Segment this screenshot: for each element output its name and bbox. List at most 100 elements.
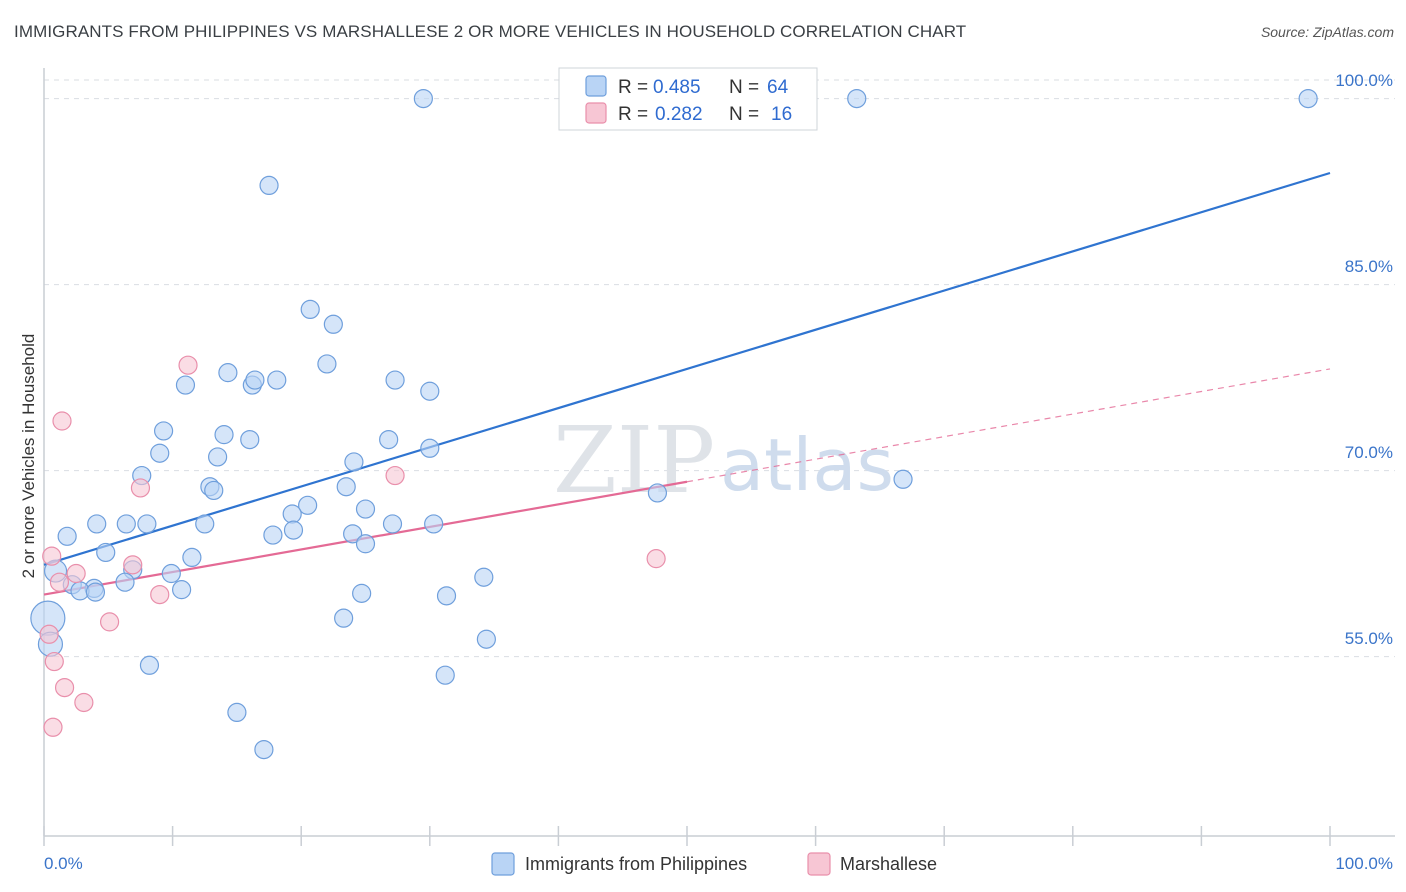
point-philippines	[893, 469, 913, 489]
point-philippines	[245, 370, 265, 390]
point-marshallese	[42, 546, 62, 566]
point-philippines	[153, 421, 174, 441]
legend-swatch-philippines	[585, 75, 607, 97]
point-philippines	[85, 582, 106, 602]
point-philippines	[300, 299, 320, 319]
legend-n-label-1: N =	[729, 104, 759, 125]
point-philippines	[647, 483, 668, 503]
point-philippines	[139, 655, 160, 675]
point-philippines	[420, 381, 440, 401]
legend-n-label-0: N =	[729, 77, 759, 98]
point-philippines	[115, 572, 135, 592]
point-philippines	[218, 363, 238, 383]
point-philippines	[172, 580, 192, 600]
point-marshallese	[66, 563, 86, 584]
x-tick-label-max: 100.0%	[1335, 854, 1393, 873]
chart-title: IMMIGRANTS FROM PHILIPPINES VS MARSHALLE…	[14, 22, 967, 41]
point-philippines	[195, 514, 215, 534]
watermark-atlas: atlas	[720, 423, 894, 507]
point-philippines	[240, 430, 260, 450]
bottom-legend-label-marshallese: Marshallese	[840, 854, 937, 874]
point-philippines	[283, 520, 304, 540]
point-philippines	[334, 608, 354, 628]
x-tick-labels: 0.0% 100.0%	[44, 854, 1393, 873]
point-marshallese	[178, 355, 198, 375]
point-marshallese	[130, 478, 151, 498]
point-philippines	[298, 495, 318, 515]
point-marshallese	[52, 411, 72, 431]
point-marshallese	[123, 555, 143, 575]
legend-r-label-0: R =	[618, 77, 648, 98]
legend-r-label-1: R =	[618, 104, 648, 125]
point-philippines	[420, 438, 440, 458]
y-tick-label: 55.0%	[1345, 629, 1393, 648]
point-philippines	[474, 567, 494, 587]
gridlines	[44, 79, 1395, 658]
point-marshallese	[646, 549, 666, 569]
point-philippines	[382, 514, 403, 534]
point-philippines	[57, 526, 77, 546]
point-marshallese	[44, 651, 64, 672]
point-philippines	[355, 499, 376, 519]
point-philippines	[323, 314, 343, 334]
y-tick-labels: 55.0% 70.0% 85.0% 100.0%	[1335, 71, 1393, 648]
point-philippines	[175, 375, 196, 395]
trend-lines	[43, 171, 1331, 596]
point-philippines	[355, 534, 376, 554]
point-marshallese	[74, 692, 94, 713]
watermark: ZIP atlas	[553, 407, 894, 514]
legend-swatch-marshallese	[585, 102, 607, 124]
point-philippines	[385, 370, 405, 390]
y-tick-label: 85.0%	[1345, 257, 1393, 276]
point-philippines	[413, 88, 433, 109]
watermark-zip: ZIP	[553, 407, 715, 514]
point-philippines	[137, 514, 157, 534]
point-philippines	[161, 563, 181, 584]
bottom-legend-label-philippines: Immigrants from Philippines	[525, 854, 747, 874]
y-tick-label: 100.0%	[1335, 71, 1393, 90]
point-marshallese	[43, 717, 63, 737]
point-philippines	[96, 542, 116, 563]
point-philippines	[227, 702, 247, 723]
y-axis-title: 2 or more Vehicles in Household	[19, 334, 38, 579]
y-tick-label: 70.0%	[1345, 443, 1393, 462]
point-philippines	[379, 430, 399, 450]
point-philippines	[476, 629, 496, 649]
bottom-legend-swatch-philippines	[491, 852, 515, 876]
point-philippines	[208, 447, 228, 467]
point-philippines	[317, 354, 337, 374]
point-philippines	[344, 452, 364, 472]
point-philippines	[254, 739, 274, 760]
point-philippines	[847, 88, 867, 109]
legend-n-value-1: 16	[771, 104, 792, 125]
point-marshallese	[150, 584, 170, 605]
point-philippines	[282, 504, 302, 524]
point-philippines	[214, 425, 234, 445]
legend-r-value-1: 0.282	[655, 104, 703, 125]
point-philippines	[435, 665, 455, 685]
data-points	[30, 88, 1318, 760]
point-philippines	[336, 477, 356, 497]
point-marshallese	[385, 465, 405, 486]
point-philippines	[267, 370, 287, 390]
point-philippines	[204, 480, 224, 501]
trend-line-solid	[43, 171, 1331, 566]
point-marshallese	[54, 677, 75, 698]
point-philippines	[116, 514, 136, 534]
point-philippines	[259, 175, 279, 195]
point-marshallese	[99, 612, 120, 632]
trend-line-dashed	[686, 368, 1331, 483]
point-marshallese	[49, 572, 70, 592]
bottom-legend-swatch-marshallese	[807, 852, 831, 876]
point-marshallese	[39, 624, 59, 644]
legend-r-value-0: 0.485	[653, 77, 701, 98]
bottom-legend: Immigrants from Philippines Marshallese	[491, 852, 937, 876]
point-philippines	[1298, 88, 1318, 109]
point-philippines	[87, 514, 107, 534]
point-philippines	[182, 547, 202, 568]
point-philippines	[436, 586, 457, 606]
point-philippines	[343, 524, 363, 544]
point-philippines	[352, 583, 372, 603]
source-credit: Source: ZipAtlas.com	[1260, 24, 1394, 40]
